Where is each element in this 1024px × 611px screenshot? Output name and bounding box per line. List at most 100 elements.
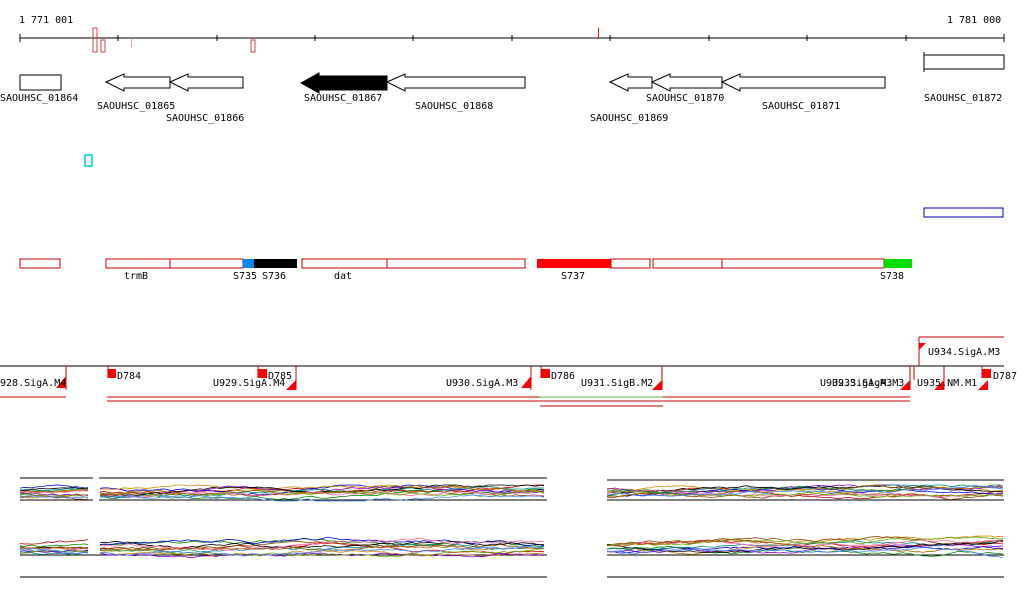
ruler-ticks (19, 34, 1005, 42)
segment-label-S737: S737 (561, 271, 585, 282)
transcript-label: U935.NM.M1 (917, 378, 977, 389)
expression-line (19, 492, 89, 497)
expression-line (99, 552, 545, 559)
expression-line (606, 484, 1004, 494)
transcript-label: D784 (117, 371, 141, 382)
transcript-label: U930.SigA.M3 (446, 378, 518, 389)
coordinate-ruler: 1 771 001 1 781 000 (19, 15, 1005, 53)
expression-line (99, 488, 545, 500)
gene-label-01865: SAOUHSC_01865 (97, 101, 175, 112)
gene-label-01872: SAOUHSC_01872 (924, 93, 1002, 104)
segment-S738[interactable] (884, 259, 912, 268)
gene-arrow-01867[interactable] (299, 72, 388, 94)
transcript-label: U929.SigA.M4 (213, 378, 285, 389)
operon-label-dat: dat (334, 271, 352, 282)
expression-line (99, 548, 545, 558)
expression-lines-top (19, 484, 1004, 502)
gene-arrow-01868[interactable] (385, 73, 526, 92)
expression-line (606, 538, 1004, 553)
gene-label-01866: SAOUHSC_01866 (166, 113, 244, 124)
expression-line (607, 489, 1004, 498)
expression-line (607, 536, 1004, 545)
expression-line (606, 540, 1004, 554)
segment-label-S738: S738 (880, 271, 904, 282)
expression-line (99, 545, 544, 557)
expression-line (19, 539, 89, 545)
expression-line (19, 486, 88, 492)
expression-line (606, 490, 1004, 498)
expression-line (99, 545, 545, 552)
expression-line (19, 484, 89, 489)
operon-track: trmB dat S735 S736 S737 S738 (19, 258, 912, 282)
expression-line (19, 543, 89, 548)
transcript-markers (56, 369, 991, 390)
operon-label-trmB: trmB (124, 271, 148, 282)
transcript-label: U932.SigA.M3 (820, 378, 892, 389)
expression-line (19, 495, 89, 499)
expression-line (99, 484, 545, 493)
expression-line (19, 486, 89, 492)
gene-arrow-01865[interactable] (104, 73, 171, 92)
expression-track-top (19, 474, 1004, 514)
gene-label-01869: SAOUHSC_01869 (590, 113, 668, 124)
gene-label-01868: SAOUHSC_01868 (415, 101, 493, 112)
operon-box[interactable] (19, 258, 61, 269)
gene-arrow-01866[interactable] (168, 73, 244, 92)
operon-box[interactable] (610, 258, 651, 269)
operon-box[interactable] (169, 258, 244, 269)
transcript-label: U931.SigB.M2 (581, 378, 653, 389)
transcript-label: U934.SigA.M3 (928, 347, 1000, 358)
ruler-end-label: 1 781 000 (947, 15, 1001, 26)
gene-label-01871: SAOUHSC_01871 (762, 101, 840, 112)
transcript-label: U928.SigA.M4 (0, 378, 66, 389)
operon-box[interactable] (386, 258, 526, 269)
expression-line (99, 536, 545, 547)
gene-arrow-01871[interactable] (720, 73, 886, 92)
transcript-track: U928.SigA.M4 D784 D785 U929.SigA.M4 U930… (0, 336, 1017, 407)
gene-label-01870: SAOUHSC_01870 (646, 93, 724, 104)
expression-line (99, 537, 545, 551)
expression-line (99, 485, 545, 496)
segment-S735[interactable] (243, 259, 254, 268)
gene-arrow-01869[interactable] (608, 73, 653, 92)
expression-line (19, 489, 89, 494)
expression-lines-bottom (19, 535, 1004, 559)
segment-S737[interactable] (537, 259, 611, 268)
gene-arrow-01872[interactable] (923, 54, 1005, 70)
expression-line (606, 484, 1004, 497)
feature-track (84, 154, 1004, 218)
expression-line (99, 543, 545, 553)
expression-line (19, 493, 89, 499)
expression-line (606, 484, 1004, 497)
gene-label-01867: SAOUHSC_01867 (304, 93, 382, 104)
ruler-start-label: 1 771 001 (19, 15, 73, 26)
gene-track: SAOUHSC_01864 SAOUHSC_01865 SAOUHSC_0186… (0, 52, 1005, 124)
transcript-label: D785 (268, 371, 292, 382)
operon-box[interactable] (652, 258, 723, 269)
operon-box[interactable] (721, 258, 885, 269)
gene-label-01864: SAOUHSC_01864 (0, 93, 78, 104)
expression-line (19, 551, 88, 556)
transcript-label: U933.SigA.M3 (832, 378, 904, 389)
expression-line (19, 489, 89, 494)
expression-line (606, 547, 1004, 559)
operon-box[interactable] (105, 258, 171, 269)
expression-line (99, 494, 545, 502)
cyan-feature[interactable] (84, 154, 93, 167)
expression-track-bottom (19, 535, 1004, 578)
transcript-label: D786 (551, 371, 575, 382)
transcript-label: D787 (993, 371, 1017, 382)
gene-arrow-01870[interactable] (650, 73, 723, 92)
expression-line (606, 539, 1004, 548)
expression-line (19, 548, 89, 555)
segment-label-S736: S736 (262, 271, 286, 282)
blue-feature[interactable] (923, 207, 1004, 218)
segment-S736[interactable] (254, 259, 297, 268)
operon-box[interactable] (301, 258, 388, 269)
segment-label-S735: S735 (233, 271, 257, 282)
expression-line (606, 536, 1004, 547)
expression-line (606, 545, 1004, 558)
gene-arrow-01864[interactable] (19, 74, 62, 91)
ruler-markers (92, 27, 599, 53)
